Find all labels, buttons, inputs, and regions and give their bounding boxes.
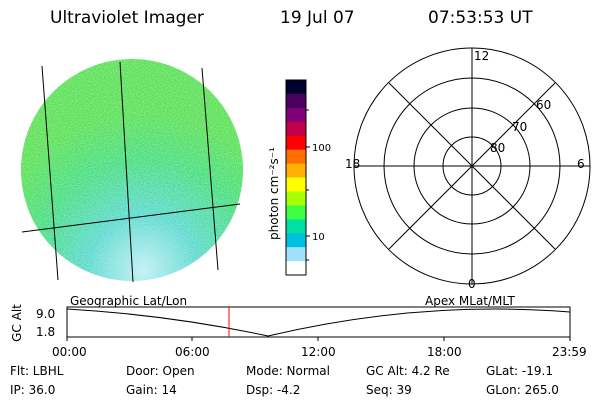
colorbar-segment xyxy=(286,121,306,137)
info-door: Door: Open xyxy=(126,364,195,378)
timeline-ylabel: GC Alt xyxy=(9,304,24,342)
timeline-xtick-2: 12:00 xyxy=(301,345,336,359)
info-gc-alt: GC Alt: 4.2 Re xyxy=(366,364,450,378)
info-mode: Mode: Normal xyxy=(246,364,330,378)
polar-plot xyxy=(353,47,591,285)
colorbar-segment xyxy=(286,261,306,276)
timeline-ytick-top: 9.0 xyxy=(36,307,56,321)
colorbar-segment xyxy=(286,247,306,262)
colorbar-segment xyxy=(286,107,306,123)
colorbar-segment xyxy=(286,93,306,109)
date-label: 19 Jul 07 xyxy=(280,8,355,28)
info-gain: Gain: 14 xyxy=(126,383,177,397)
altitude-curve xyxy=(66,308,571,337)
info-seq: Seq: 39 xyxy=(366,383,412,397)
colorbar-segment xyxy=(286,219,306,234)
colorbar-segment xyxy=(286,191,306,206)
mlat-label-70: 70 xyxy=(512,120,527,134)
colorbar-border xyxy=(285,79,307,276)
mlat-label-60: 60 xyxy=(536,98,551,112)
orbit-timeline xyxy=(66,306,571,341)
mlt-label-6: 6 xyxy=(577,157,585,171)
colorbar-unit-label: photon cm⁻²s⁻¹ xyxy=(267,147,281,240)
colorbar xyxy=(285,79,307,276)
mlat-label-80: 80 xyxy=(490,141,505,155)
info-dsp: Dsp: -4.2 xyxy=(246,383,301,397)
timeline-xtick-3: 18:00 xyxy=(427,345,462,359)
colorbar-tick-100: 100 xyxy=(312,143,331,154)
info-ip: IP: 36.0 xyxy=(10,383,56,397)
mlt-label-0: 0 xyxy=(468,277,476,291)
colorbar-segment xyxy=(286,149,306,165)
timeline-xtick-0: 00:00 xyxy=(52,345,87,359)
colorbar-segment xyxy=(286,177,306,192)
info-glat: GLat: -19.1 xyxy=(486,364,553,378)
timeline-ytick-bottom: 1.8 xyxy=(36,325,56,339)
timeline-xtick-1: 06:00 xyxy=(175,345,210,359)
uvi-image-disk xyxy=(21,59,243,283)
colorbar-segment xyxy=(286,80,306,95)
timeline-xtick-4: 23:59 xyxy=(552,345,587,359)
time-label: 07:53:53 UT xyxy=(428,8,533,28)
timeline-title-left: Geographic Lat/Lon xyxy=(70,294,188,308)
colorbar-axis: 100 10 photon cm⁻²s⁻¹ xyxy=(267,109,331,261)
mlt-label-12: 12 xyxy=(474,49,489,63)
instrument-title: Ultraviolet Imager xyxy=(50,8,204,28)
colorbar-tick-10: 10 xyxy=(312,232,325,243)
info-glon: GLon: 265.0 xyxy=(486,383,559,397)
mlt-label-18: 18 xyxy=(345,157,360,171)
colorbar-segment xyxy=(286,205,306,220)
timeline-title-right: Apex MLat/MLT xyxy=(425,294,515,308)
geo-grid-lines xyxy=(21,61,241,283)
colorbar-segment xyxy=(286,233,306,248)
colorbar-segment xyxy=(286,135,306,151)
info-filter: Flt: LBHL xyxy=(10,364,64,378)
colorbar-segment xyxy=(286,163,306,178)
